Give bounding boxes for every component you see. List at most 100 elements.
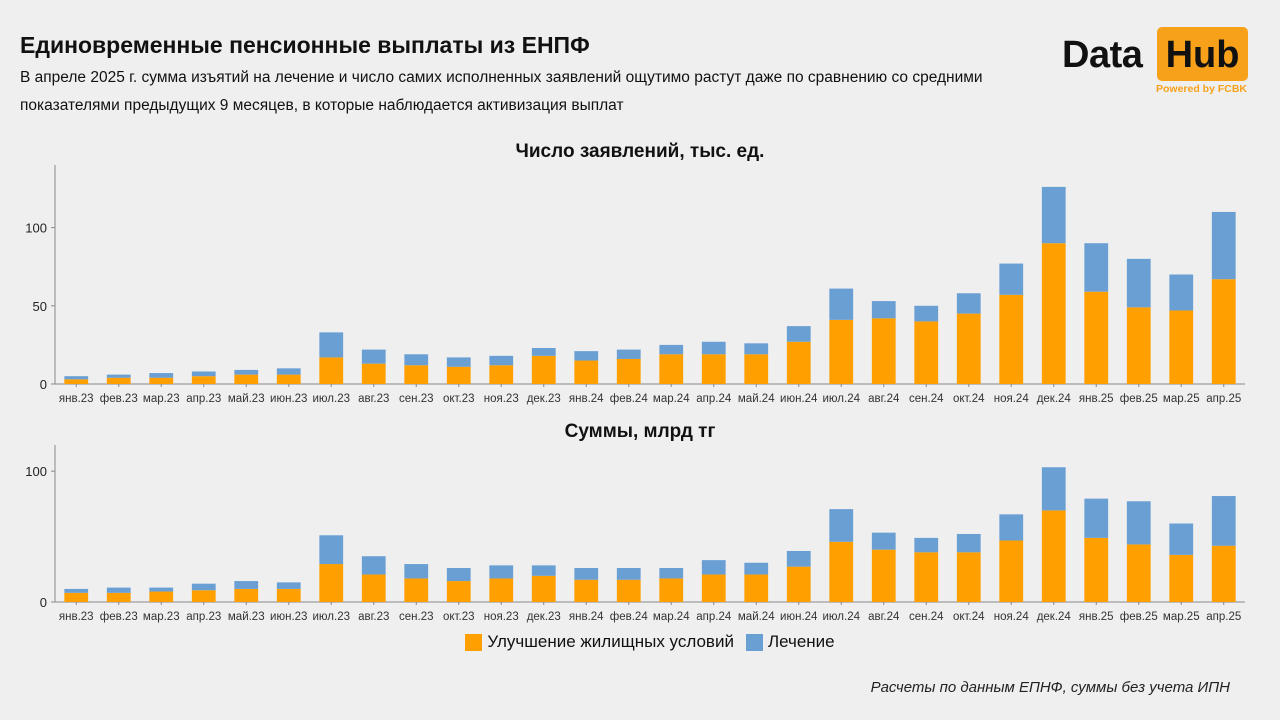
page-title: Единовременные пенсионные выплаты из ЕНП… (20, 32, 590, 58)
bar-treatment (404, 564, 429, 579)
bar-housing (1169, 310, 1194, 384)
bar-treatment (999, 514, 1024, 541)
bar-housing (1211, 279, 1236, 384)
bar-housing (489, 365, 514, 384)
bar-treatment (531, 348, 556, 356)
bar-treatment (1126, 258, 1151, 308)
x-tick-label: фев.25 (1120, 611, 1158, 623)
bar-housing (999, 540, 1024, 602)
bar-housing (956, 313, 981, 384)
bar-treatment (914, 537, 939, 553)
x-tick-label: авг.24 (868, 393, 900, 405)
bar-treatment (149, 587, 174, 592)
bar-treatment (1084, 243, 1109, 292)
bar-treatment (744, 562, 769, 575)
bar-treatment (914, 305, 939, 322)
x-tick-label: апр.25 (1206, 611, 1241, 623)
bar-treatment (1169, 274, 1194, 311)
x-tick-label: янв.25 (1079, 393, 1114, 405)
x-tick-label: июл.23 (313, 611, 351, 623)
logo-box: Hub (1157, 27, 1248, 81)
x-tick-label: сен.23 (399, 393, 433, 405)
x-tick-label: дек.24 (1037, 393, 1072, 405)
x-tick-label: авг.23 (358, 611, 389, 623)
x-tick-label: сен.23 (399, 611, 433, 623)
bar-housing (106, 592, 131, 602)
x-tick-label: сен.24 (909, 393, 944, 405)
bar-housing (659, 578, 684, 602)
chart-applications: Число заявлений, тыс. ед. 0 50 100 янв.23 фев… (25, 141, 1245, 405)
bar-treatment (871, 301, 896, 319)
x-tick-label: янв.24 (569, 611, 604, 623)
legend-label-treatment: Лечение (767, 632, 835, 651)
bar-treatment (786, 326, 811, 342)
legend-label-housing: Улучшение жилищных условий (487, 632, 734, 651)
bar-housing (1041, 243, 1066, 384)
page-subtitle: В апреле 2025 г. сумма изъятий на лечени… (20, 69, 983, 114)
bar-housing (446, 366, 471, 384)
legend: Улучшение жилищных условий Лечение (0, 632, 1280, 652)
x-tick-label: май.24 (738, 611, 775, 623)
bar-housing (914, 552, 939, 602)
x-tick-label: апр.24 (696, 393, 732, 405)
x-tick-label: ноя.23 (484, 393, 519, 405)
logo-word-hub: Hub (1165, 34, 1240, 76)
bar-treatment (999, 263, 1024, 295)
y-tick-label: 0 (40, 377, 47, 392)
y-tick-label: 50 (33, 299, 47, 314)
x-tick-label: июн.23 (270, 611, 307, 623)
bar-treatment (1084, 498, 1109, 538)
bar-housing (531, 355, 556, 384)
bar-housing (1169, 554, 1194, 602)
bar-treatment (1169, 523, 1194, 555)
bar-treatment (659, 344, 684, 355)
bar-treatment (489, 565, 514, 579)
bar-treatment (956, 293, 981, 314)
bar-treatment (149, 373, 174, 378)
x-tick-label: дек.23 (527, 611, 561, 623)
bar-treatment (1211, 496, 1236, 546)
x-tick-label: май.23 (228, 611, 265, 623)
bar-treatment (829, 288, 854, 320)
bar-housing (319, 357, 344, 384)
bar-housing (404, 578, 429, 602)
bar-housing (531, 575, 556, 602)
bar-housing (446, 581, 471, 602)
x-tick-label: ноя.23 (484, 611, 519, 623)
x-tick-label: мар.24 (653, 393, 690, 405)
x-tick-label: авг.23 (358, 393, 389, 405)
bar-treatment (319, 535, 344, 565)
bar-housing (786, 341, 811, 384)
bar-treatment (404, 354, 429, 366)
bar-housing (744, 574, 769, 602)
x-tick-label: янв.23 (59, 611, 94, 623)
bar-housing (1041, 510, 1066, 602)
x-tick-label: мар.23 (143, 393, 180, 405)
bar-housing (489, 578, 514, 602)
legend-item-treatment: Лечение (745, 632, 835, 652)
bar-housing (319, 564, 344, 602)
bar-housing (276, 374, 301, 384)
x-tick-label: июн.24 (780, 393, 818, 405)
bar-housing (404, 365, 429, 384)
bar-treatment (1041, 467, 1066, 511)
bar-treatment (744, 343, 769, 355)
bar-treatment (276, 582, 301, 589)
x-tick-label: янв.24 (569, 393, 604, 405)
bar-housing (1084, 537, 1109, 602)
x-tick-label: фев.25 (1120, 393, 1158, 405)
datahub-logo: Data Hub Powered by FCBK (1060, 26, 1250, 98)
bar-treatment (276, 368, 301, 375)
x-tick-label: фев.24 (610, 393, 649, 405)
bar-treatment (701, 341, 726, 355)
logo-word-data: Data (1062, 34, 1143, 76)
bar-treatment (361, 349, 386, 364)
legend-swatch-housing (465, 633, 483, 651)
bar-housing (786, 566, 811, 602)
bar-treatment (574, 567, 599, 580)
bar-treatment (616, 567, 641, 580)
bar-housing (149, 377, 174, 384)
x-tick-label: апр.24 (696, 611, 732, 623)
bar-treatment (616, 349, 641, 359)
bar-treatment (1126, 501, 1151, 545)
